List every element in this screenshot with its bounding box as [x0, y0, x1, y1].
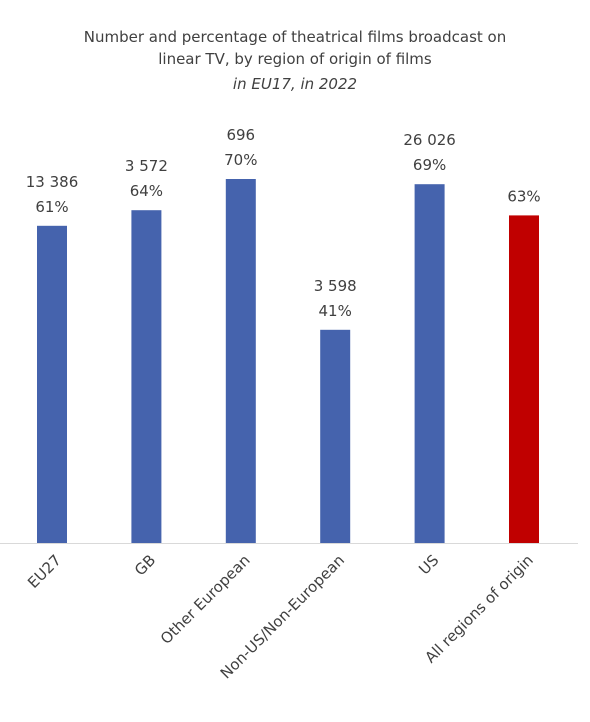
bar-2 [225, 179, 256, 543]
chart-title-line-1: Number and percentage of theatrical film… [83, 28, 507, 46]
data-label-percent-3: 41% [319, 302, 352, 320]
bar-1 [131, 210, 162, 543]
data-label-percent-0: 61% [35, 198, 68, 216]
x-tick-label-2: Other European [157, 551, 254, 648]
x-tick-label-5: All regions of origin [421, 551, 536, 666]
data-label-count-0: 13 386 [26, 173, 79, 191]
chart-subtitle: in EU17, in 2022 [232, 75, 358, 93]
data-label-percent-2: 70% [224, 151, 257, 169]
data-labels-layer: 61% 13 386 64% 3 572 70% 696 41% 3 598 69% 26 026… [26, 126, 541, 320]
chart-title-line-2: linear TV, by region of origin of films [158, 50, 432, 68]
data-label-percent-1: 64% [130, 182, 163, 200]
x-tick-label-1: GB [131, 551, 159, 579]
bar-0 [37, 225, 67, 544]
data-label-count-1: 3 572 [125, 157, 168, 175]
data-label-percent-5: 63% [507, 187, 540, 205]
data-label-count-3: 3 598 [314, 277, 357, 295]
x-tick-label-0: EU27 [24, 551, 65, 592]
data-label-percent-4: 69% [413, 156, 446, 174]
data-label-count-4: 26 026 [403, 131, 456, 149]
bars-layer [37, 179, 539, 544]
bar-3 [320, 329, 351, 543]
bar-4 [414, 184, 445, 543]
bar-5 [509, 215, 539, 543]
data-label-count-2: 696 [226, 126, 255, 144]
x-tick-label-4: US [415, 551, 442, 578]
